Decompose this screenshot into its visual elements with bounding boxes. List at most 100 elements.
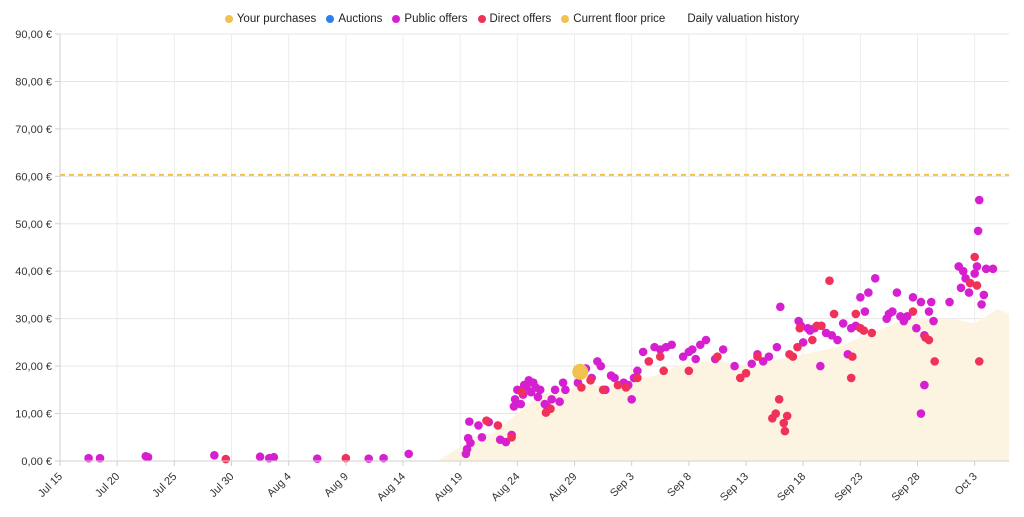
public-offer-point: [838, 319, 848, 328]
public-offer-point: [687, 345, 697, 354]
public-offer-point: [964, 288, 974, 297]
direct-offer-point: [782, 411, 792, 421]
legend-label: Public offers: [404, 13, 468, 25]
public-offer-point: [916, 297, 926, 307]
y-tick-label: 90,00 €: [15, 29, 52, 41]
legend-item[interactable]: Daily valuation history: [675, 13, 799, 25]
public-offer-point: [747, 359, 757, 369]
x-tick-label: Aug 9: [322, 471, 351, 500]
public-offer-point: [924, 307, 934, 316]
y-tick-label: 20,00 €: [15, 361, 52, 373]
x-tick-label: Sep 28: [890, 471, 923, 504]
legend-swatch: [561, 15, 570, 23]
direct-offer-point: [846, 373, 856, 383]
direct-offer-point: [965, 278, 975, 288]
public-offer-point: [477, 432, 487, 442]
x-tick-label: Oct 3: [953, 471, 980, 498]
valuation-area-layer: [60, 309, 1009, 461]
legend-label: Current floor price: [573, 13, 666, 25]
legend-item[interactable]: Public offers: [392, 13, 468, 25]
y-axis: 0,00 € 10,00 € 20,00 € 30,00 € 40,00 € 50,00 …: [15, 29, 61, 468]
x-tick-label: Sep 8: [665, 471, 694, 500]
x-tick-label: Aug 29: [546, 471, 579, 504]
legend-swatch: [326, 15, 335, 23]
public-offer-point: [312, 454, 322, 463]
direct-offer-point: [221, 454, 231, 464]
direct-offer-point: [780, 426, 790, 436]
legend-item[interactable]: Current floor price: [561, 13, 665, 25]
x-tick-label: Aug 19: [432, 471, 465, 504]
public-offer-point: [856, 293, 865, 302]
public-offer-point: [95, 453, 105, 463]
public-offer-point: [864, 288, 873, 297]
legend-label: Auctions: [338, 13, 383, 25]
public-offer-point: [510, 395, 520, 404]
direct-offer-point: [517, 387, 527, 397]
x-tick-label: Jul 20: [93, 471, 122, 500]
direct-offer-point: [793, 342, 802, 352]
public-offer-point: [633, 366, 642, 376]
public-offer-point: [974, 195, 984, 205]
public-offer-point: [255, 452, 265, 462]
public-offer-point: [988, 264, 998, 274]
direct-offer-point: [613, 380, 623, 390]
public-offer-point: [667, 340, 677, 350]
public-offer-point: [379, 453, 388, 463]
public-offer-point: [638, 347, 648, 357]
direct-offer-point: [771, 409, 781, 418]
public-offer-point: [816, 361, 825, 371]
public-offer-point: [555, 397, 564, 406]
legend-swatch: [224, 15, 233, 23]
x-tick-label: Jul 15: [36, 471, 65, 500]
public-offer-point: [210, 451, 219, 460]
direct-offer-point: [808, 335, 817, 345]
public-offer-point: [547, 395, 556, 404]
x-tick-label: Jul 30: [207, 471, 236, 500]
legend-item[interactable]: Direct offers: [477, 13, 551, 25]
public-offer-point: [610, 373, 619, 383]
direct-offer-point: [577, 383, 586, 392]
direct-offer-point: [972, 281, 982, 290]
direct-offer-point: [930, 357, 939, 366]
public-offer-point: [892, 288, 902, 297]
direct-offer-point: [493, 421, 503, 430]
public-offer-point: [981, 264, 991, 274]
direct-offer-point: [655, 352, 665, 361]
direct-offer-point: [924, 335, 934, 345]
public-offer-point: [509, 402, 519, 411]
legend-item[interactable]: Your purchases: [224, 13, 316, 25]
direct-offer-point: [633, 373, 642, 383]
public-offer-point: [561, 385, 570, 395]
public-offer-point: [718, 345, 728, 354]
direct-offer-point: [586, 376, 595, 385]
direct-offer-point: [867, 328, 877, 338]
public-offer-point: [870, 274, 880, 283]
direct-offer-point: [507, 432, 516, 442]
public-offer-point: [474, 421, 483, 430]
direct-offer-point: [659, 366, 669, 376]
legend-item[interactable]: Auctions: [326, 13, 382, 25]
x-tick-label: Sep 23: [832, 471, 865, 504]
public-offer-point: [550, 385, 560, 395]
public-offer-point: [929, 316, 938, 326]
direct-offer-point: [736, 373, 745, 383]
public-offer-point: [926, 297, 936, 307]
direct-offer-point: [482, 416, 491, 425]
public-offer-point: [84, 453, 93, 463]
direct-offer-point: [598, 385, 608, 395]
legend-label: Daily valuation history: [687, 13, 800, 25]
x-tick-label: Sep 13: [718, 471, 751, 504]
legend-swatch: [392, 15, 401, 23]
public-offer-point: [776, 302, 785, 312]
public-offer-point: [758, 357, 768, 366]
direct-offer-point: [848, 352, 857, 361]
public-offer-point: [465, 417, 474, 426]
public-offer-point: [908, 293, 918, 302]
direct-offer-point: [644, 357, 654, 366]
direct-offer-point: [753, 352, 762, 361]
public-offer-point: [973, 226, 983, 236]
public-offer-point: [916, 409, 926, 418]
direct-offer-point: [713, 352, 722, 361]
public-offer-point: [143, 452, 153, 462]
legend-swatch: [477, 15, 486, 23]
